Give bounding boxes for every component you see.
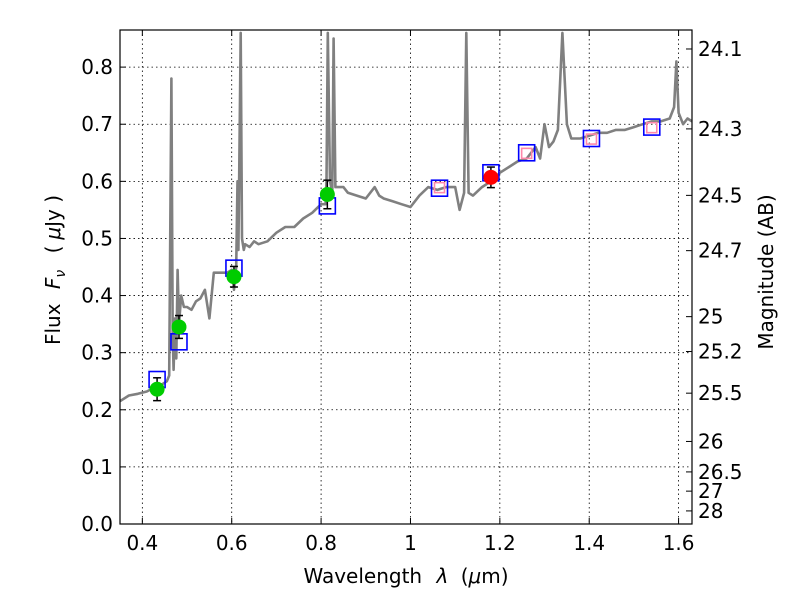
marker-layer bbox=[148, 118, 661, 402]
upper-limit-square bbox=[645, 121, 658, 134]
model-flux-square bbox=[517, 143, 536, 162]
y2-tick-label: 24.1 bbox=[698, 37, 743, 61]
y-tick-label: 0.0 bbox=[81, 512, 113, 536]
y-tick-label: 0.4 bbox=[81, 284, 113, 308]
y-tick-label: 0.7 bbox=[81, 112, 113, 136]
y2-tick-label: 25.5 bbox=[698, 381, 743, 405]
x-axis-label: Wavelength λ (μm) bbox=[303, 564, 508, 588]
y2-tick-label: 28 bbox=[698, 499, 723, 523]
x-tick-label: 1.2 bbox=[484, 531, 516, 555]
y-tick-label: 0.1 bbox=[81, 455, 113, 479]
x-tick-label: 0.8 bbox=[305, 531, 337, 555]
y2-tick-label: 27 bbox=[698, 479, 723, 503]
y2-tick-label: 25.2 bbox=[698, 340, 743, 364]
observed-flux-point bbox=[483, 169, 499, 185]
x-tick-label: 1 bbox=[404, 531, 417, 555]
upper-limit-square bbox=[585, 133, 598, 145]
y2-tick-label: 26 bbox=[698, 429, 723, 453]
model-flux-square bbox=[582, 129, 601, 148]
x-tick-label: 1.4 bbox=[573, 531, 605, 555]
x-tick-label: 1.6 bbox=[663, 531, 695, 555]
plot-frame bbox=[119, 29, 693, 525]
upper-limit-square bbox=[433, 181, 446, 194]
y-tick-label: 0.2 bbox=[81, 398, 113, 422]
y-axis-label: Flux Fν (μJy ) bbox=[41, 195, 70, 345]
upper-limit-square bbox=[520, 147, 533, 160]
spectrum-layer bbox=[119, 31, 693, 403]
grid bbox=[120, 30, 692, 525]
y-tick-label: 0.5 bbox=[81, 226, 113, 250]
model-flux-square bbox=[642, 118, 661, 136]
model-flux-square bbox=[430, 179, 449, 197]
y2-tick-label: 24.3 bbox=[698, 117, 743, 141]
x-axis-ticks: 0.4 0.6 0.8 1 1.2 1.4 1.6 bbox=[126, 30, 695, 555]
y-axis-ticks: 0.0 0.1 0.2 0.3 0.4 0.5 0.6 0.7 0.8 bbox=[81, 55, 126, 536]
y2-tick-label: 25 bbox=[698, 305, 723, 329]
spectrum-line bbox=[119, 31, 693, 403]
y2-tick-label: 26.5 bbox=[698, 460, 743, 484]
observed-flux-point bbox=[319, 186, 335, 202]
observed-flux-point bbox=[149, 381, 165, 397]
observed-flux-point bbox=[171, 319, 187, 335]
observed-flux-point bbox=[226, 269, 242, 285]
y2-axis-label: Magnitude (AB) bbox=[754, 194, 778, 349]
y-tick-label: 0.8 bbox=[81, 55, 113, 79]
x-tick-label: 0.4 bbox=[126, 531, 158, 555]
x-tick-label: 0.6 bbox=[216, 531, 248, 555]
y2-tick-label: 24.7 bbox=[698, 239, 743, 263]
y2-tick-label: 24.5 bbox=[698, 183, 743, 207]
y-tick-label: 0.3 bbox=[81, 341, 113, 365]
y-tick-label: 0.6 bbox=[81, 169, 113, 193]
